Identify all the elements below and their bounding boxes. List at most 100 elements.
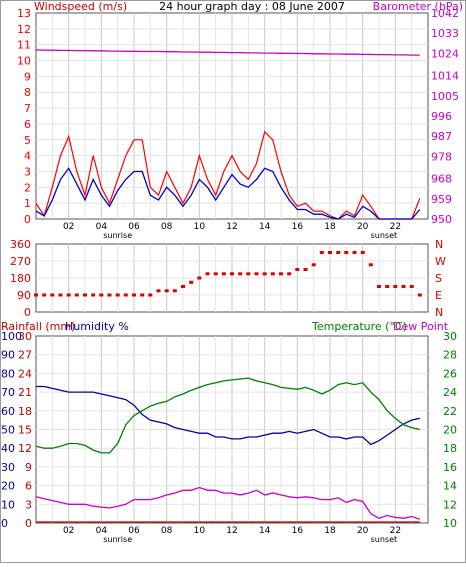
wind-tick-label: 8: [24, 86, 31, 99]
direction-point: [254, 272, 259, 276]
time-tick-label: 22: [390, 526, 401, 536]
direction-point: [189, 280, 194, 284]
direction-point: [360, 251, 365, 254]
time-tick-label: 12: [226, 222, 237, 232]
time-tick-label: 02: [63, 222, 74, 232]
direction-point: [328, 251, 332, 254]
temperature-axis-title: Temperature (°C): [311, 320, 407, 333]
rain-tick-label: 24: [18, 367, 32, 380]
barometer-tick-label: 968: [431, 173, 452, 186]
sunrise-label: sunrise: [103, 535, 132, 544]
rainfall-axis-title: Rainfall (mm): [1, 320, 75, 333]
humidity-tick-label: 60: [1, 405, 15, 418]
direction-point: [115, 293, 120, 297]
direction-point: [172, 289, 177, 293]
direction-point: [401, 285, 406, 288]
humidity-axis-title: Humidity %: [65, 320, 129, 333]
wind-tick-label: 12: [17, 23, 31, 36]
direction-point: [344, 251, 349, 254]
time-tick-label: 04: [96, 526, 108, 536]
barometer-tick-label: 996: [431, 110, 452, 123]
direction-point: [393, 285, 398, 288]
compass-tick-label: N: [435, 306, 443, 319]
series-line-windspeed: [35, 130, 421, 220]
time-tick-label: 06: [128, 526, 140, 536]
rain-tick-label: 15: [18, 424, 32, 437]
series-line-humidity: [36, 385, 420, 446]
dewpoint-axis-title: Dew Point: [393, 320, 449, 333]
direction-point: [213, 272, 218, 276]
series-line-barometer: [35, 49, 420, 56]
time-tick-label: 14: [259, 222, 271, 232]
time-tick-label: 10: [194, 222, 206, 232]
humidity-tick-label: 10: [1, 498, 15, 511]
direction-point: [368, 263, 373, 267]
barometer-tick-label: 1024: [431, 47, 459, 60]
direction-point: [34, 293, 38, 297]
direction-point: [295, 268, 300, 271]
direction-point: [336, 251, 341, 254]
time-tick-label: 20: [357, 526, 369, 536]
direction-point: [221, 272, 226, 276]
direction-point: [287, 272, 292, 276]
humidity-tick-label: 20: [1, 480, 15, 493]
humidity-tick-label: 100: [1, 330, 22, 343]
humidity-tick-label: 0: [1, 517, 8, 530]
direction-point: [303, 268, 308, 271]
wind-tick-label: 10: [17, 55, 31, 68]
rain-tick-label: 6: [25, 480, 32, 493]
direction-point: [83, 293, 87, 297]
humidity-tick-label: 40: [1, 442, 15, 455]
direction-point: [279, 272, 283, 276]
humidity-tick-label: 50: [1, 424, 15, 437]
direction-point: [107, 293, 112, 297]
chart-title: 24 hour graph day : 08 June 2007: [159, 0, 345, 13]
barometer-tick-label: 959: [431, 193, 452, 206]
series-line-dew-point: [35, 486, 421, 520]
temperature-tick-label: 20: [443, 424, 457, 437]
time-tick-label: 18: [324, 222, 336, 232]
direction-tick-label: 360: [10, 238, 31, 251]
wind-tick-label: 5: [24, 134, 31, 147]
direction-point: [262, 272, 267, 276]
sunrise-label: sunrise: [103, 231, 132, 240]
wind-axis-title: Windspeed (m/s): [34, 0, 127, 13]
rain-tick-label: 12: [18, 442, 32, 455]
direction-point: [205, 272, 210, 276]
temperature-tick-label: 30: [443, 330, 457, 343]
direction-point: [377, 285, 381, 288]
barometer-tick-label: 950: [431, 213, 452, 226]
barometer-axis-title: Barometer (hPa): [373, 0, 463, 13]
time-tick-label: 20: [357, 222, 369, 232]
barometer-tick-label: 1014: [431, 70, 459, 83]
temperature-tick-label: 12: [443, 498, 457, 511]
direction-point: [140, 293, 145, 297]
direction-point: [123, 293, 128, 297]
humidity-tick-label: 90: [1, 349, 15, 362]
time-tick-label: 08: [161, 222, 173, 232]
direction-point: [417, 293, 422, 297]
direction-point: [91, 293, 96, 297]
humidity-tick-label: 80: [1, 367, 15, 380]
wind-tick-label: 13: [17, 7, 31, 20]
time-tick-label: 12: [226, 526, 237, 536]
wind-tick-label: 7: [24, 102, 31, 115]
time-tick-label: 04: [96, 222, 108, 232]
direction-point: [42, 293, 47, 297]
wind-tick-label: 9: [24, 70, 31, 83]
series-line-wind-average: [35, 167, 421, 220]
rain-tick-label: 27: [18, 349, 32, 362]
direction-point: [246, 272, 251, 276]
direction-point: [270, 272, 275, 276]
barometer-tick-label: 987: [431, 130, 452, 143]
wind-tick-label: 1: [24, 197, 31, 210]
wind-tick-label: 6: [24, 118, 31, 131]
temperature-tick-label: 16: [443, 461, 457, 474]
compass-tick-label: W: [435, 255, 446, 268]
temperature-tick-label: 28: [443, 349, 457, 362]
direction-point: [74, 293, 79, 297]
direction-point: [385, 285, 390, 288]
direction-point: [164, 289, 169, 293]
